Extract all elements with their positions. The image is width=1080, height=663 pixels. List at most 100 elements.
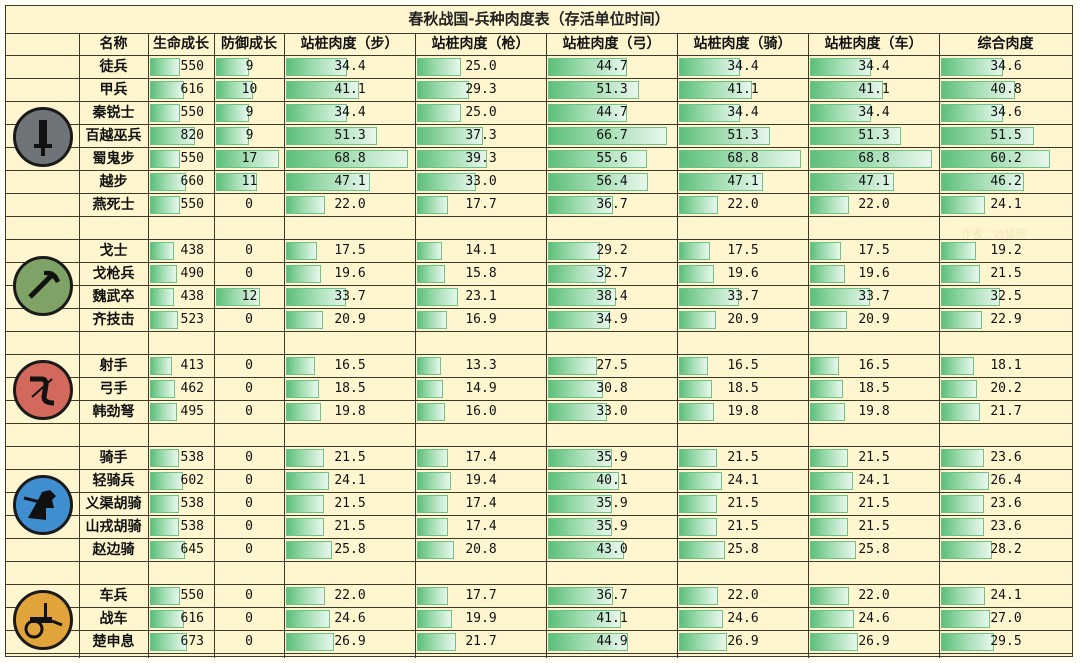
meat-value-cell: 19.9 (416, 608, 546, 630)
value-text: 40.8 (990, 82, 1022, 97)
value-text: 19.8 (858, 404, 890, 419)
value-text: 41.1 (596, 611, 628, 626)
meat-value-cell: 51.3 (678, 125, 808, 147)
unit-table-sheet: 春秋战国-兵种肉度表（存活单位时间） 名称 生命成长 防御成长 站桩肉度（步） 站桩肉度… (5, 5, 1073, 658)
meat-value-cell: 21.5 (940, 263, 1072, 285)
value-text: 36.7 (596, 197, 628, 212)
meat-value-cell: 35.9 (547, 516, 677, 538)
value-bar (150, 173, 186, 191)
meat-value-cell: 29.5 (940, 631, 1072, 653)
value-bar (941, 242, 976, 260)
value-text: 538 (180, 519, 204, 534)
value-bar (548, 380, 603, 398)
value-text: 33.7 (858, 289, 890, 304)
value-bar (417, 104, 462, 122)
table-row: 义渠胡骑 538 0 21.5 17.4 35.9 21.5 21.5 23.6 (6, 493, 1072, 516)
hp-growth-cell: 550 (149, 194, 214, 216)
hp-growth-cell: 523 (149, 309, 214, 331)
value-bar (679, 380, 712, 398)
value-text: 12 (241, 289, 258, 304)
value-bar (150, 518, 180, 536)
hp-growth-cell: 550 (149, 148, 214, 170)
value-text: 51.3 (596, 82, 628, 97)
unit-name: 义渠胡骑 (85, 496, 142, 512)
value-text: 22.0 (727, 588, 759, 603)
def-growth-cell: 17 (215, 148, 284, 170)
value-text: 413 (180, 358, 204, 373)
value-text: 9 (245, 59, 254, 74)
table-row: 秦锐士 550 9 34.4 25.0 44.7 34.4 34.4 34.6 (6, 102, 1072, 125)
value-text: 20.9 (858, 312, 890, 327)
value-bar (548, 150, 647, 168)
value-bar (548, 288, 617, 306)
value-bar (941, 610, 990, 628)
value-text: 17.5 (727, 243, 759, 258)
value-text: 523 (180, 312, 204, 327)
value-bar (941, 357, 974, 375)
value-bar (417, 196, 449, 214)
value-bar (286, 311, 324, 329)
meat-value-cell: 19.6 (678, 263, 808, 285)
value-text: 17.7 (465, 588, 497, 603)
meat-value-cell: 18.5 (809, 378, 939, 400)
meat-value-cell: 28.2 (940, 539, 1072, 561)
value-bar (679, 173, 763, 191)
value-text: 47.1 (334, 174, 366, 189)
meat-value-cell: 41.1 (678, 79, 808, 101)
value-bar (286, 173, 370, 191)
value-text: 51.3 (727, 128, 759, 143)
meat-value-cell: 34.4 (809, 56, 939, 78)
value-text: 13.3 (465, 358, 497, 373)
value-bar (286, 288, 346, 306)
value-text: 28.2 (990, 542, 1022, 557)
column-header: 站桩肉度（步） (300, 36, 399, 52)
meat-value-cell: 60.2 (940, 148, 1072, 170)
value-bar (679, 150, 802, 168)
def-growth-cell: 12 (215, 286, 284, 308)
value-bar (417, 518, 448, 536)
value-text: 21.5 (727, 496, 759, 511)
value-text: 29.3 (465, 82, 497, 97)
meat-value-cell: 68.8 (809, 148, 939, 170)
hp-growth-cell: 490 (149, 263, 214, 285)
value-text: 22.0 (858, 588, 890, 603)
unit-name: 徒兵 (99, 59, 128, 75)
value-text: 25.8 (334, 542, 366, 557)
unit-name: 楚申息 (92, 634, 135, 650)
value-text: 820 (180, 128, 204, 143)
def-growth-cell: 0 (245, 611, 253, 626)
def-growth-cell: 0 (245, 381, 253, 396)
value-text: 40.1 (596, 473, 628, 488)
value-text: 41.1 (727, 82, 759, 97)
def-growth-cell: 9 (215, 56, 284, 78)
table-row: 燕死士 550 0 22.0 17.7 36.7 22.0 22.0 24.1 (6, 194, 1072, 217)
value-bar (679, 587, 719, 605)
value-bar (150, 541, 186, 559)
meat-value-cell: 26.4 (940, 470, 1072, 492)
value-text: 27.5 (596, 358, 628, 373)
value-text: 18.5 (858, 381, 890, 396)
meat-value-cell: 47.1 (678, 171, 808, 193)
value-text: 34.4 (727, 59, 759, 74)
value-bar (941, 380, 978, 398)
unit-name: 射手 (99, 358, 128, 374)
meat-value-cell: 26.9 (678, 631, 808, 653)
def-growth-cell: 0 (245, 588, 253, 603)
value-bar (548, 81, 640, 99)
value-text: 21.5 (727, 519, 759, 534)
value-text: 24.6 (858, 611, 890, 626)
unit-name: 轻骑兵 (92, 473, 135, 489)
value-bar (548, 58, 628, 76)
meat-value-cell: 68.8 (678, 148, 808, 170)
group-spacer-row (6, 562, 1072, 585)
meat-value-cell: 29.2 (547, 240, 677, 262)
meat-value-cell: 34.6 (940, 102, 1072, 124)
meat-value-cell: 17.5 (285, 240, 415, 262)
table-row: 戈枪兵 490 0 19.6 15.8 32.7 19.6 19.6 21.5 (6, 263, 1072, 286)
meat-value-cell: 34.9 (547, 309, 677, 331)
def-growth-cell: 0 (245, 358, 253, 373)
meat-value-cell: 21.7 (940, 401, 1072, 423)
table-row: 徒兵 550 9 34.4 25.0 44.7 34.4 34.4 34.6 (6, 56, 1072, 79)
def-growth-cell: 0 (245, 404, 253, 419)
meat-value-cell: 17.4 (416, 516, 546, 538)
